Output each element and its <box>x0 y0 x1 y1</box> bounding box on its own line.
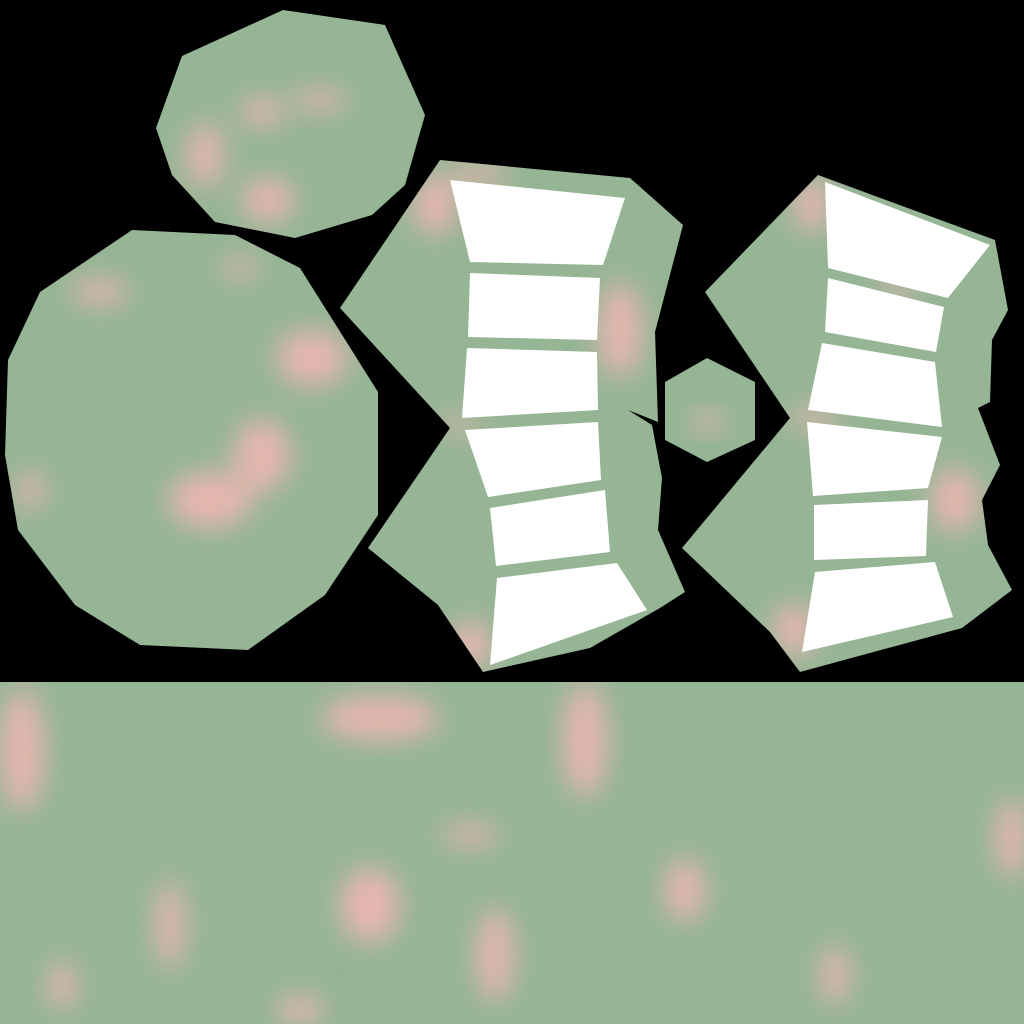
pink-blotch <box>320 696 440 740</box>
white-panel <box>802 562 953 652</box>
pink-blotch <box>340 867 400 943</box>
pink-blotch <box>168 472 252 528</box>
white-panel <box>462 348 598 418</box>
pink-blotch <box>276 996 324 1024</box>
pink-blotch <box>665 858 705 922</box>
white-panel <box>490 490 610 566</box>
right-ribbed-island-face <box>682 175 1012 672</box>
pink-blotch <box>156 880 184 970</box>
white-panel <box>825 278 944 352</box>
left-ribbed-island <box>340 160 685 672</box>
pink-blotch <box>0 688 44 812</box>
pink-blotch <box>16 472 44 508</box>
pink-blotch <box>821 945 849 1005</box>
pink-blotch <box>791 408 839 428</box>
white-panel <box>808 343 942 427</box>
white-panel <box>825 182 990 298</box>
pink-blotch <box>440 417 480 433</box>
white-panel <box>814 500 928 560</box>
pink-blotch <box>413 175 457 235</box>
pink-blotch <box>794 177 830 233</box>
pink-blotch <box>996 798 1024 878</box>
right-ribbed-island <box>682 175 1012 672</box>
pink-blotch <box>598 282 642 378</box>
bottom-strip-island-face <box>0 682 1024 1024</box>
pink-blotch <box>440 825 500 845</box>
large-round-island <box>5 230 378 650</box>
pink-blotch <box>234 419 290 491</box>
tiny-hexagon-island <box>665 358 755 462</box>
large-round-island-face <box>5 230 378 650</box>
small-round-island <box>156 10 425 238</box>
bottom-strip-island <box>0 682 1024 1024</box>
pink-blotch <box>240 98 284 126</box>
white-panel <box>465 422 601 497</box>
pink-blotch <box>931 468 979 532</box>
pink-blotch <box>187 123 223 187</box>
left-panel-strip <box>450 180 647 665</box>
pink-blotch <box>242 178 294 222</box>
pink-blotch <box>276 330 348 386</box>
pink-blotch <box>222 258 258 278</box>
pink-blotch <box>450 165 510 185</box>
pink-blotch <box>292 90 348 110</box>
pink-blotch <box>48 961 76 1009</box>
pink-blotch <box>692 412 724 432</box>
small-round-island-face <box>156 10 425 238</box>
pink-blotch <box>563 682 607 798</box>
white-panel <box>468 273 600 340</box>
tiny-hexagon-island-face <box>665 358 755 462</box>
pink-blotch <box>448 621 492 669</box>
white-panel <box>450 180 625 265</box>
right-panel-strip <box>802 182 990 652</box>
white-panel <box>807 422 942 496</box>
white-panel <box>490 563 647 665</box>
pink-blotch <box>477 907 513 1003</box>
pink-blotch <box>70 280 130 304</box>
